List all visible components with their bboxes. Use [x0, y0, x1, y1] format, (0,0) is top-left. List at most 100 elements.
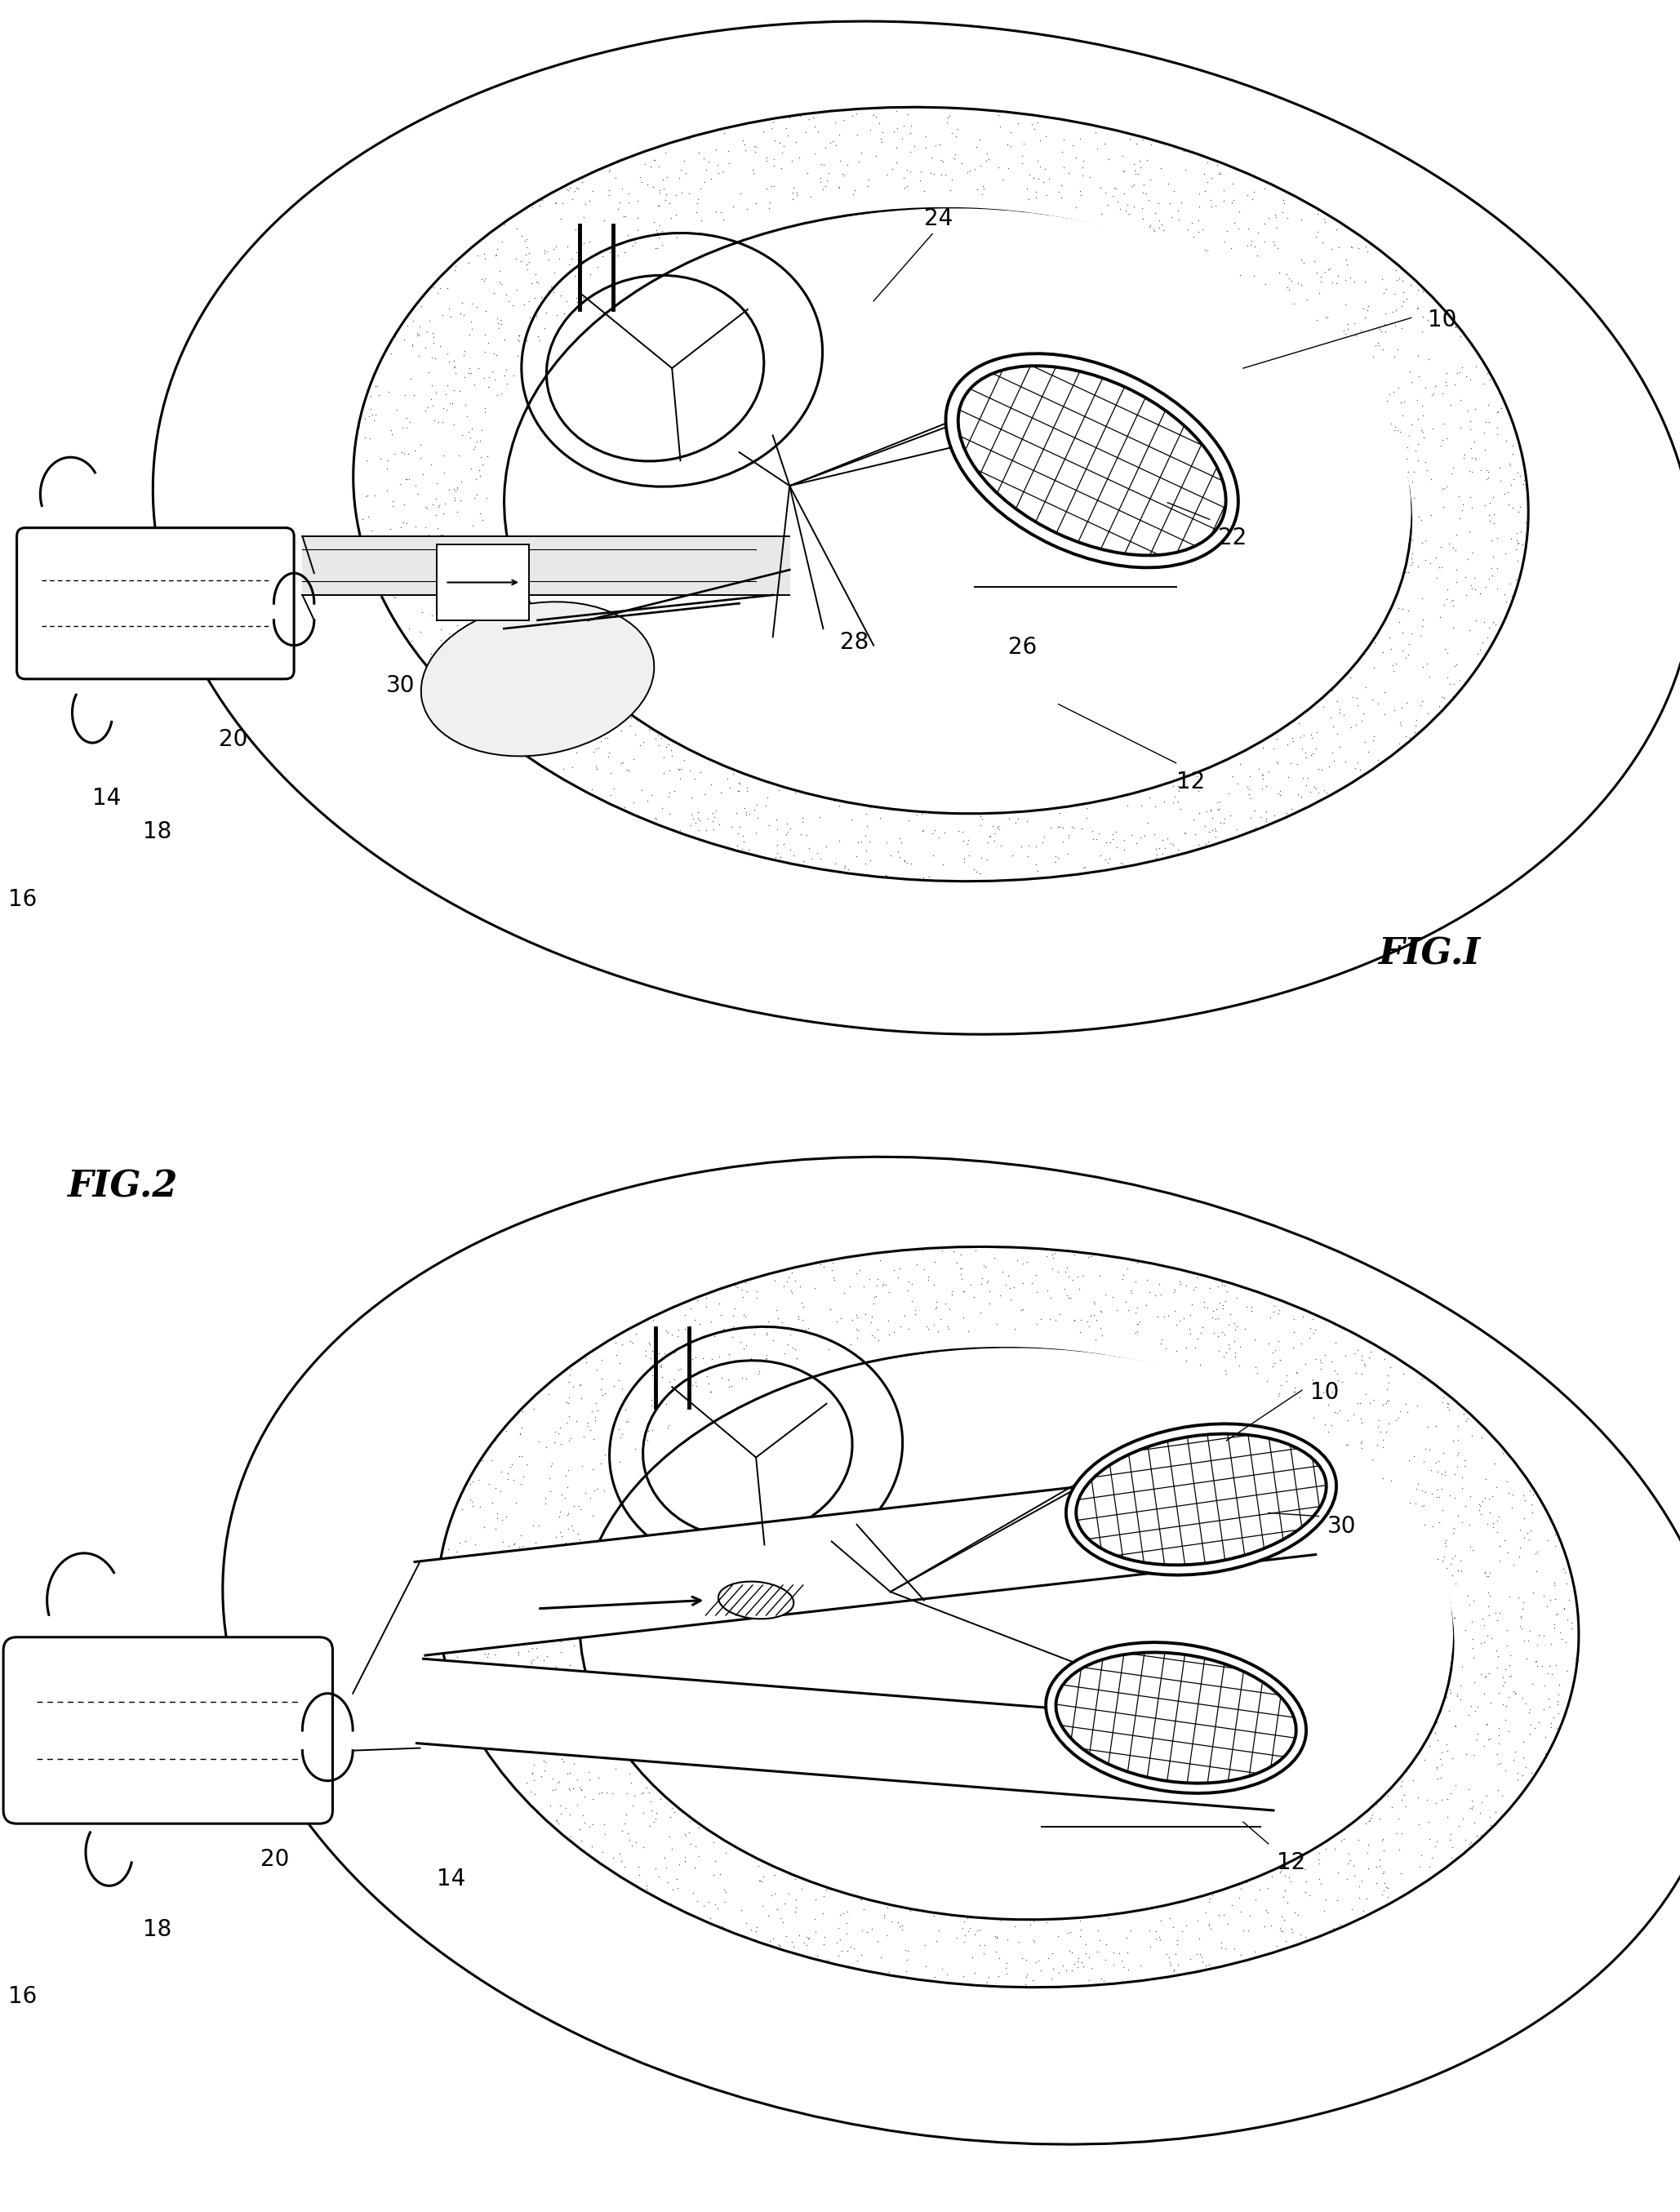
Point	[1137, 1929, 1164, 1964]
Point	[1025, 1942, 1052, 1978]
Point	[418, 341, 445, 376]
Point	[457, 617, 484, 653]
Point	[1312, 254, 1339, 290]
Point	[976, 1285, 1003, 1321]
Point	[1062, 1303, 1089, 1338]
Point	[1457, 568, 1483, 604]
Point	[502, 272, 529, 307]
Point	[541, 186, 568, 221]
Point	[1050, 150, 1077, 186]
Point	[1457, 411, 1483, 447]
Point	[633, 1871, 660, 1907]
Point	[724, 816, 751, 852]
Point	[1376, 1349, 1403, 1385]
Point	[1021, 111, 1048, 146]
Point	[1001, 1312, 1028, 1347]
Point	[1408, 688, 1435, 723]
Point	[1524, 1533, 1551, 1568]
Point	[576, 223, 603, 259]
Point	[1023, 1889, 1050, 1924]
Point	[622, 1778, 648, 1814]
Point	[1191, 1285, 1218, 1321]
Point	[884, 1905, 911, 1940]
Point	[1013, 1958, 1040, 1993]
Point	[585, 1394, 612, 1429]
Point	[630, 723, 657, 759]
Point	[1327, 1391, 1354, 1427]
Point	[1369, 1422, 1396, 1458]
Point	[852, 818, 879, 854]
Point	[719, 810, 746, 845]
Point	[462, 1559, 489, 1595]
Point	[403, 316, 430, 352]
Point	[1265, 1296, 1292, 1332]
Point	[1416, 1728, 1443, 1763]
Point	[843, 1256, 870, 1292]
Point	[1475, 1588, 1502, 1624]
Point	[1344, 688, 1371, 723]
Point	[887, 825, 914, 860]
Point	[971, 170, 998, 206]
Point	[1475, 453, 1502, 489]
Point	[544, 1610, 571, 1646]
Point	[1300, 243, 1327, 279]
Point	[1431, 679, 1458, 714]
Point	[709, 201, 736, 237]
Point	[1324, 1854, 1351, 1889]
Point	[1483, 396, 1510, 431]
Point	[1171, 1301, 1198, 1336]
Point	[761, 142, 788, 177]
Point	[1058, 1261, 1085, 1296]
Point	[981, 1241, 1008, 1276]
Point	[697, 1905, 724, 1940]
Point	[428, 571, 455, 606]
Point	[654, 1865, 680, 1900]
Point	[971, 1250, 998, 1285]
Point	[764, 1891, 791, 1927]
Point	[521, 1763, 548, 1798]
Point	[1100, 170, 1127, 206]
Point	[1287, 1918, 1314, 1953]
Point	[785, 1298, 811, 1334]
Point	[1453, 1402, 1480, 1438]
Point	[690, 164, 717, 199]
Point	[884, 834, 911, 869]
Point	[1458, 1621, 1485, 1657]
Point	[1384, 1880, 1411, 1916]
Point	[1369, 1878, 1396, 1913]
Point	[707, 195, 734, 230]
Point	[1519, 1478, 1546, 1513]
Point	[810, 146, 837, 181]
Point	[501, 637, 528, 672]
Point	[612, 1805, 638, 1840]
Point	[1099, 177, 1126, 212]
Point	[884, 131, 911, 166]
Point	[984, 97, 1011, 133]
Point	[1168, 1913, 1194, 1949]
Point	[1164, 192, 1191, 228]
Point	[430, 1619, 457, 1655]
Point	[988, 1902, 1015, 1938]
Point	[1011, 1966, 1038, 2002]
Point	[559, 692, 586, 728]
Point	[570, 281, 596, 316]
Point	[601, 770, 628, 805]
Point	[1147, 1327, 1174, 1363]
Point	[455, 316, 482, 352]
Point	[1156, 1900, 1183, 1936]
Point	[1473, 462, 1500, 498]
Point	[1063, 785, 1090, 821]
Point	[1497, 447, 1524, 482]
Point	[1421, 1829, 1448, 1865]
Point	[1430, 679, 1457, 714]
Point	[1502, 1674, 1529, 1710]
Point	[1332, 241, 1359, 276]
Point	[704, 1891, 731, 1927]
Point	[1063, 772, 1090, 807]
Point	[1344, 1385, 1371, 1420]
Point	[1067, 1918, 1094, 1953]
Point	[1263, 1849, 1290, 1885]
Point	[517, 1646, 544, 1681]
Point	[553, 690, 580, 726]
Point	[1467, 1796, 1494, 1832]
